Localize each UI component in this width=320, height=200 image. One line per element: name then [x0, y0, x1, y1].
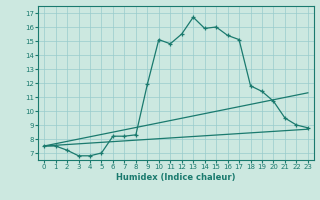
X-axis label: Humidex (Indice chaleur): Humidex (Indice chaleur) [116, 173, 236, 182]
